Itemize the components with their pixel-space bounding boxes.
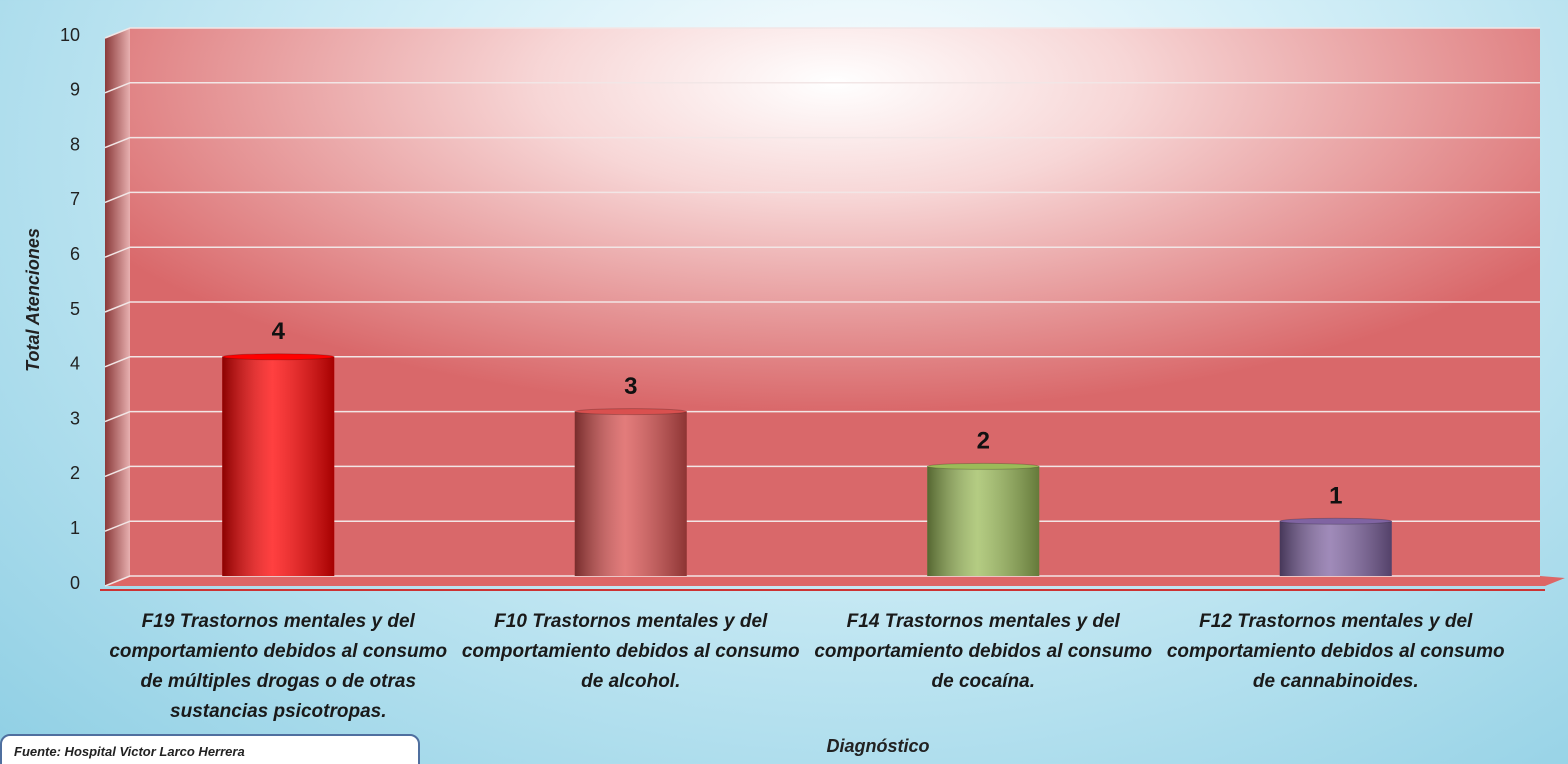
x-tick-label: F14 Trastornos mentales y del comportami… <box>814 611 1153 692</box>
grid-line <box>104 191 1540 204</box>
bar-shade <box>1279 521 1392 576</box>
grid-line <box>104 82 1540 94</box>
bar-top <box>574 408 688 416</box>
value-label: 2 <box>977 428 990 455</box>
bar-top <box>1279 517 1393 525</box>
y-tick-label: 9 <box>70 80 80 100</box>
grid-line <box>104 301 1540 313</box>
bar-top <box>221 353 335 361</box>
grid-line <box>104 27 1540 39</box>
y-tick-label: 10 <box>60 25 80 45</box>
y-tick-label: 6 <box>70 244 80 264</box>
value-label: 3 <box>624 373 637 400</box>
y-tick-label: 3 <box>70 408 80 428</box>
y-tick-label: 4 <box>70 354 80 374</box>
y-tick-label: 1 <box>70 518 80 538</box>
y-tick-label: 5 <box>70 299 80 319</box>
x-tick-label: F19 Trastornos mentales y del comportami… <box>109 611 448 722</box>
grid-line <box>104 356 1540 368</box>
x-tick-label: F10 Trastornos mentales y del comportami… <box>461 611 800 692</box>
source-note: Fuente: Hospital Victor Larco Herrera <box>0 734 420 764</box>
y-tick-label: 2 <box>70 463 80 483</box>
bar-shade <box>222 356 335 576</box>
bar-shade <box>927 466 1040 576</box>
bar-shade <box>574 411 687 576</box>
y-axis-title: Total Atenciones <box>23 228 43 372</box>
x-axis-title: Diagnóstico <box>826 736 930 756</box>
y-tick-label: 8 <box>70 134 80 154</box>
x-tick-label: F12 Trastornos mentales y del comportami… <box>1166 611 1505 692</box>
bar-top <box>926 462 1040 470</box>
value-label: 4 <box>272 318 286 345</box>
y-tick-label: 0 <box>70 573 80 593</box>
value-label: 1 <box>1329 483 1342 510</box>
grid-line <box>104 520 1540 532</box>
grid-line <box>104 246 1540 258</box>
grid-line <box>104 136 1540 149</box>
grid-line <box>104 410 1540 423</box>
grid-line <box>104 465 1540 478</box>
grid-line <box>104 575 1540 587</box>
y-tick-label: 7 <box>70 189 80 209</box>
floor <box>105 576 1565 586</box>
